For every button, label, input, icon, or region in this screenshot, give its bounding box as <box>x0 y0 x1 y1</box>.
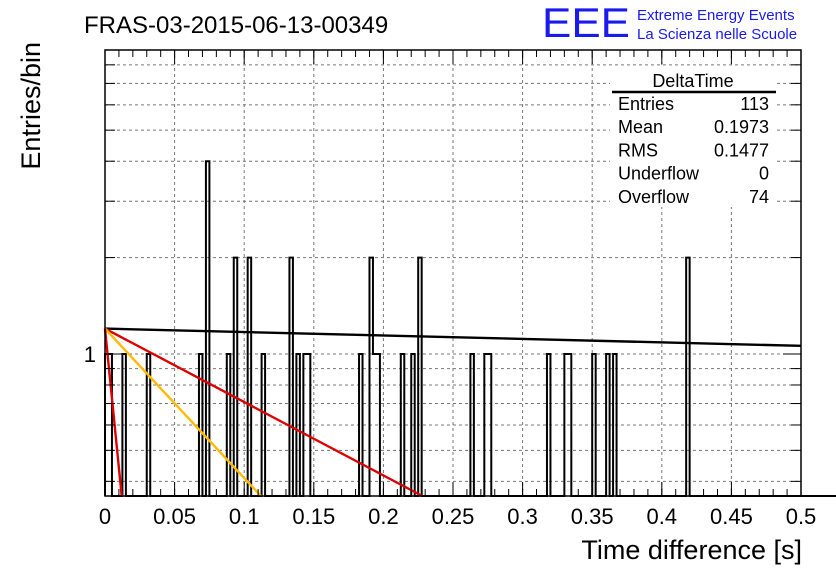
y-axis-label: Entries/bin <box>16 42 46 170</box>
x-tick-label: 0.45 <box>710 504 753 529</box>
x-tick-label: 0.3 <box>507 504 538 529</box>
x-axis-label: Time difference [s] <box>581 535 802 565</box>
stats-row-label: Underflow <box>618 164 700 184</box>
x-tick-label: 0.15 <box>292 504 335 529</box>
stats-row-label: Overflow <box>618 187 690 207</box>
histogram-outline <box>104 160 836 497</box>
stats-box-background <box>610 67 776 207</box>
fit-line <box>104 327 262 497</box>
y-tick-label: 1 <box>84 342 96 367</box>
fit-line <box>103 328 123 497</box>
stats-box: DeltaTime Entries 113 Mean 0.1973 RMS 0.1477 U… <box>610 67 776 207</box>
logo-line-2: La Scienza nelle Scuole <box>637 26 797 43</box>
fit-lines <box>103 327 802 498</box>
x-tick-label: 0.4 <box>647 504 678 529</box>
axis-ticks <box>104 50 802 496</box>
stats-row-value: 113 <box>740 94 769 114</box>
chart-title: FRAS-03-2015-06-13-00349 <box>84 12 388 39</box>
x-tick-label: 0.1 <box>229 504 260 529</box>
stats-row-label: RMS <box>618 140 658 160</box>
x-tick-label: 0.05 <box>153 504 196 529</box>
stats-box-title: DeltaTime <box>652 71 733 91</box>
x-tick-label: 0.5 <box>786 504 817 529</box>
stats-row-value: 0.1477 <box>714 140 769 160</box>
histogram <box>104 160 836 497</box>
stats-row-label: Entries <box>618 94 674 114</box>
x-tick-label: 0 <box>99 504 111 529</box>
stats-row-value: 74 <box>749 187 769 207</box>
stats-row-value: 0.1973 <box>714 117 769 137</box>
y-tick-labels: 1 <box>84 342 96 367</box>
stats-row-label: Mean <box>618 117 663 137</box>
x-tick-label: 0.2 <box>368 504 399 529</box>
x-tick-label: 0.35 <box>571 504 614 529</box>
fit-line <box>104 327 802 348</box>
x-tick-label: 0.25 <box>432 504 475 529</box>
logo-mark: EEE <box>542 0 630 46</box>
logo-line-1: Extreme Energy Events <box>637 7 795 24</box>
fit-line <box>104 327 423 498</box>
x-tick-labels: 0 0.05 0.1 0.15 0.2 0.25 0.3 0.35 0.4 0.45 0.5 <box>99 504 816 529</box>
stats-row-value: 0 <box>759 164 769 184</box>
eee-logo: EEE Extreme Energy Events La Scienza nel… <box>542 0 797 46</box>
